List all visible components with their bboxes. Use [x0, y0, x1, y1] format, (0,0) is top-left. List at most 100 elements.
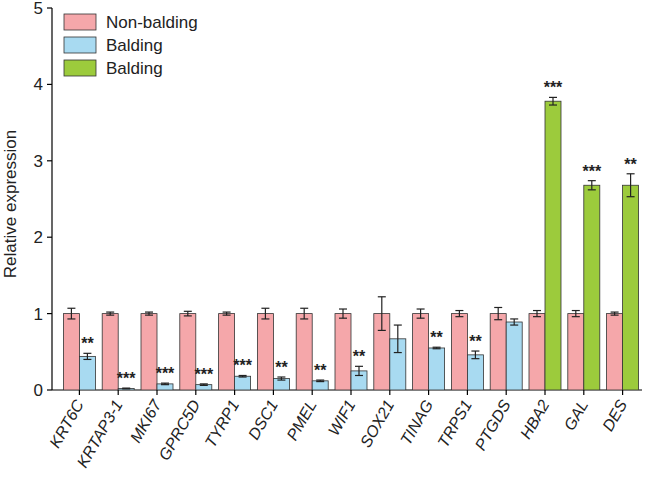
x-tick-label: MKI67	[127, 396, 165, 446]
significance: **	[353, 348, 366, 365]
x-tick-label: WIF1	[325, 397, 359, 439]
x-tick	[583, 390, 584, 395]
error-cap	[455, 316, 463, 317]
error-cap	[471, 358, 479, 359]
x-tick-label: DES	[599, 397, 630, 434]
x-tick-label: KRTAP3-1	[74, 397, 126, 470]
x-tick	[195, 390, 196, 395]
error-line	[630, 174, 631, 197]
error-bar	[510, 319, 518, 325]
error-bar	[339, 309, 347, 318]
error-cap	[300, 308, 308, 309]
y-axis-label: Relative expression	[1, 130, 20, 278]
error-bar	[549, 97, 557, 105]
bar	[545, 101, 561, 390]
significance: ***	[233, 357, 252, 374]
error-cap	[200, 385, 208, 386]
x-tick	[428, 390, 429, 395]
error-cap	[223, 315, 231, 316]
bar	[63, 314, 79, 390]
error-cap	[533, 316, 541, 317]
error-line	[358, 366, 359, 375]
error-cap	[378, 330, 386, 331]
error-cap	[510, 318, 518, 319]
significance: **	[81, 335, 94, 352]
error-cap	[106, 311, 114, 312]
error-cap	[433, 348, 441, 349]
error-bar	[627, 174, 635, 197]
error-cap	[239, 376, 247, 377]
error-bar	[277, 377, 285, 380]
error-line	[265, 308, 266, 319]
x-tick-label: HBA2	[517, 397, 553, 442]
error-cap	[67, 318, 75, 319]
error-cap	[300, 318, 308, 319]
error-cap	[161, 383, 169, 384]
error-cap	[433, 347, 441, 348]
x-tick	[467, 390, 468, 395]
x-tick-label: GPRC5D	[155, 397, 203, 464]
error-cap	[83, 359, 91, 360]
bar	[196, 385, 212, 390]
error-line	[475, 351, 476, 359]
chart: 012345Relative expressionKRT6CKRTAP3-1MK…	[0, 0, 650, 491]
error-bar	[145, 312, 153, 315]
legend-swatch	[64, 37, 96, 53]
error-line	[591, 181, 592, 190]
bar	[584, 185, 600, 390]
error-line	[536, 311, 537, 317]
significance: **	[430, 329, 443, 346]
y-tick-label: 5	[34, 0, 43, 18]
error-cap	[533, 310, 541, 311]
error-cap	[67, 308, 75, 309]
bar	[451, 314, 467, 390]
x-tick-label: TYRP1	[202, 397, 243, 450]
error-cap	[200, 383, 208, 384]
error-bar	[223, 312, 231, 315]
error-line	[397, 325, 398, 353]
x-tick-label: DSC1	[245, 397, 281, 442]
bar	[429, 348, 445, 390]
error-bar	[83, 353, 91, 359]
error-cap	[394, 352, 402, 353]
y-tick	[47, 389, 52, 390]
error-cap	[184, 315, 192, 316]
bar	[529, 314, 545, 390]
legend-swatch	[64, 60, 96, 76]
x-tick	[273, 390, 274, 395]
error-line	[459, 311, 460, 317]
error-cap	[184, 311, 192, 312]
bar	[506, 322, 522, 390]
significance: **	[624, 156, 637, 173]
error-cap	[471, 350, 479, 351]
error-bar	[572, 311, 580, 317]
error-cap	[494, 319, 502, 320]
error-bar	[611, 312, 619, 315]
bar	[467, 355, 483, 390]
x-tick-label: PMEL	[283, 397, 320, 443]
y-tick	[47, 313, 52, 314]
error-cap	[378, 296, 386, 297]
error-cap	[122, 387, 130, 388]
error-cap	[417, 318, 425, 319]
error-cap	[572, 310, 580, 311]
bar	[157, 384, 173, 390]
error-bar	[471, 351, 479, 359]
error-cap	[549, 104, 557, 105]
x-tick-label: PTGDS	[472, 397, 514, 454]
y-tick-label: 2	[34, 228, 43, 247]
bar	[102, 314, 118, 390]
error-cap	[494, 307, 502, 308]
error-cap	[316, 381, 324, 382]
error-cap	[455, 310, 463, 311]
bar	[413, 314, 429, 390]
error-bar	[200, 384, 208, 386]
error-cap	[510, 324, 518, 325]
x-tick	[622, 390, 623, 395]
error-bar	[494, 307, 502, 319]
error-cap	[106, 315, 114, 316]
error-bar	[67, 308, 75, 319]
significance: ***	[156, 365, 175, 382]
significance: ***	[194, 366, 213, 383]
bar	[607, 314, 623, 390]
